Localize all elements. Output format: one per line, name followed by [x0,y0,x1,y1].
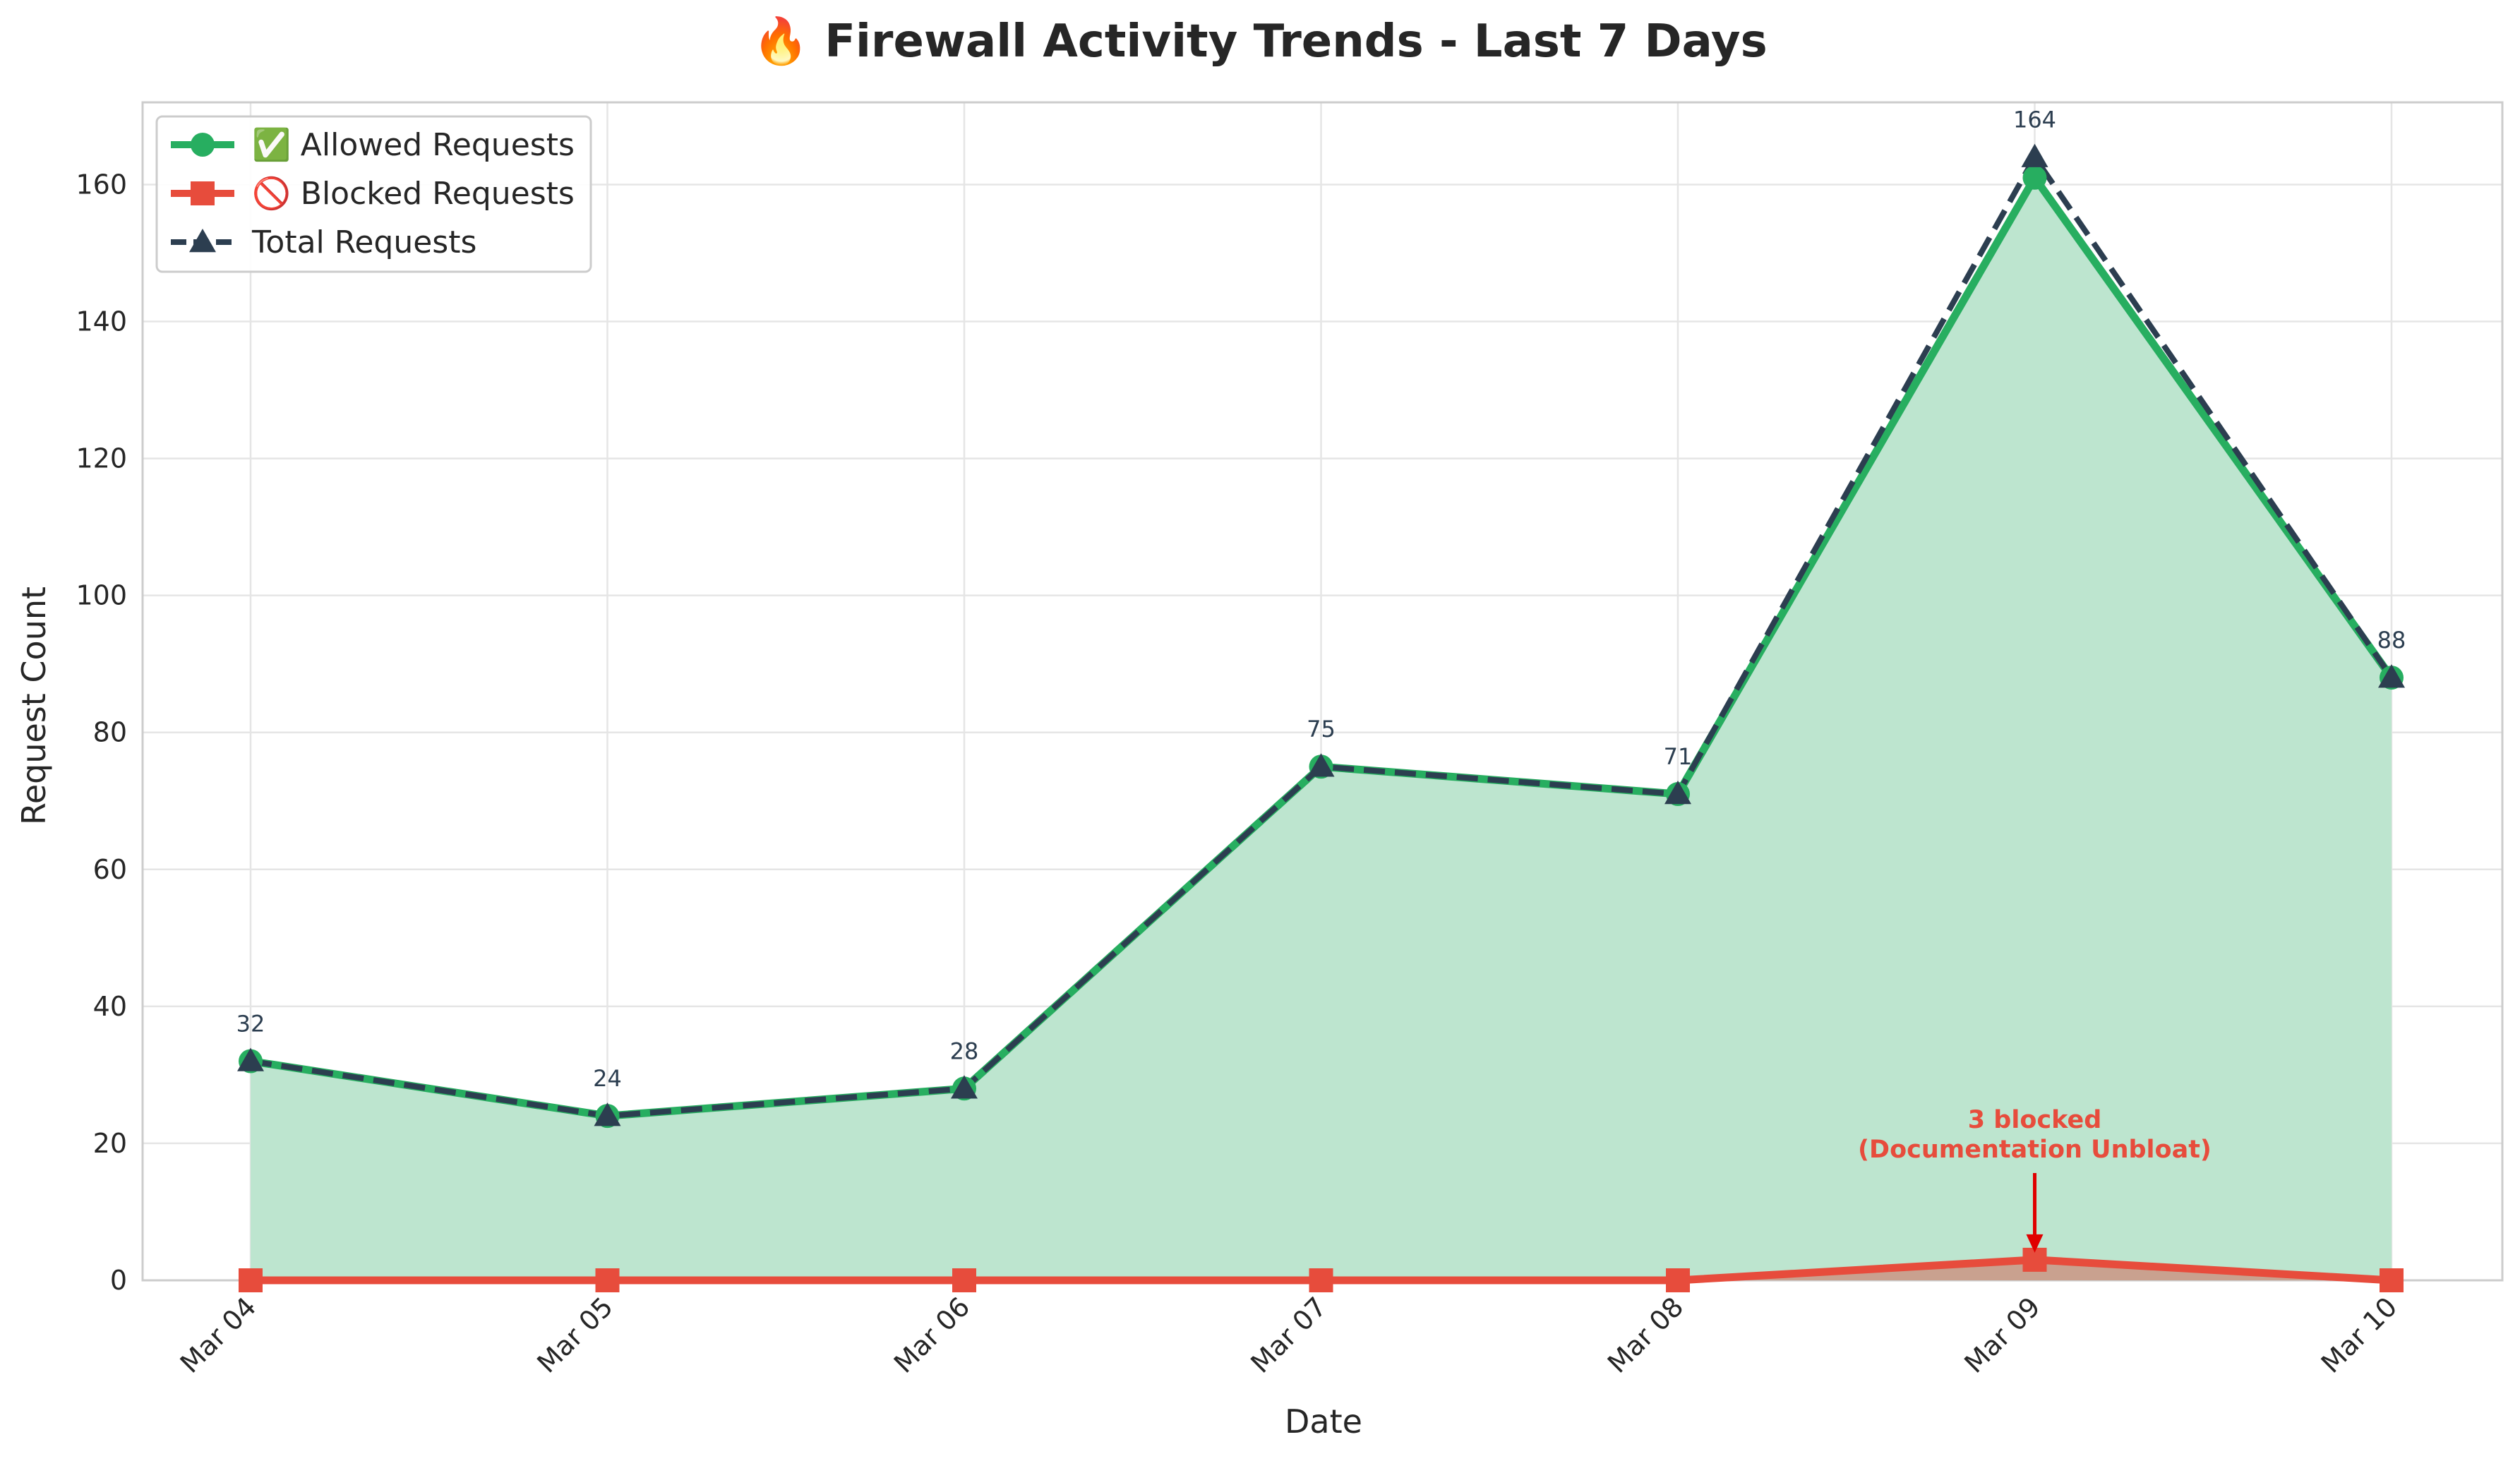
total-point [1664,781,1691,805]
y-tick-label: 100 [76,580,127,611]
x-tick-label: Mar 10 [2315,1291,2404,1379]
legend-entry-label: Total Requests [251,224,476,260]
y-tick-label: 40 [93,991,127,1022]
y-tick-label: 140 [76,306,127,337]
allowed-area [251,177,2392,1280]
blocked-point [239,1268,263,1292]
annotation-text-line2: (Documentation Unbloat) [1858,1136,2212,1164]
legend-entry-label: ✅ Allowed Requests [252,127,575,163]
chart-title: 🔥 Firewall Activity Trends - Last 7 Days [752,16,1767,68]
legend-box [155,115,592,273]
x-tick-label: Mar 06 [888,1291,976,1379]
x-tick-label: Mar 08 [1602,1291,1690,1379]
blocked-point [1309,1268,1333,1292]
y-tick-label: 160 [76,169,127,200]
total-point [594,1102,621,1126]
total-point [237,1047,264,1071]
y-tick-label: 0 [110,1265,127,1296]
annotation-text-line1: 3 blocked [1968,1106,2102,1134]
data-label: 32 [236,1010,265,1037]
y-axis-label: Request Count [15,587,53,825]
total-point [2021,143,2048,167]
total-point [951,1075,978,1099]
allowed-point [2022,165,2047,190]
y-tick-label: 80 [93,717,127,748]
x-tick-label: Mar 05 [531,1291,619,1379]
y-tick-label: 60 [93,854,127,885]
legend: ✅ Allowed Requests 🚫 Blocked Requests Tota… [155,115,592,273]
total-point [2378,664,2405,688]
data-label: 75 [1307,716,1336,742]
blocked-point [1666,1268,1690,1292]
data-label: 164 [2013,107,2056,133]
blocked-point [952,1268,976,1292]
y-tick-label: 120 [76,443,127,474]
legend-swatch-marker [189,229,216,253]
blocked-point [595,1268,620,1292]
legend-entry-label: 🚫 Blocked Requests [252,176,575,212]
blocked-area [251,1259,2392,1280]
data-label: 28 [950,1038,979,1064]
x-axis-label: Date [1285,1402,1362,1441]
x-tick-label: Mar 04 [174,1291,263,1379]
legend-swatch-marker [191,133,215,157]
legend-swatch-marker [191,181,215,205]
data-label: 24 [593,1065,622,1092]
blocked-point [2380,1268,2404,1292]
data-label: 71 [1664,743,1693,770]
total-point [1307,753,1335,777]
data-label: 88 [2377,627,2406,654]
annotation-arrow-head [2026,1234,2044,1253]
x-tick-label: Mar 07 [1244,1291,1333,1379]
y-tick-label: 20 [93,1128,127,1159]
x-tick-label: Mar 09 [1958,1291,2046,1379]
